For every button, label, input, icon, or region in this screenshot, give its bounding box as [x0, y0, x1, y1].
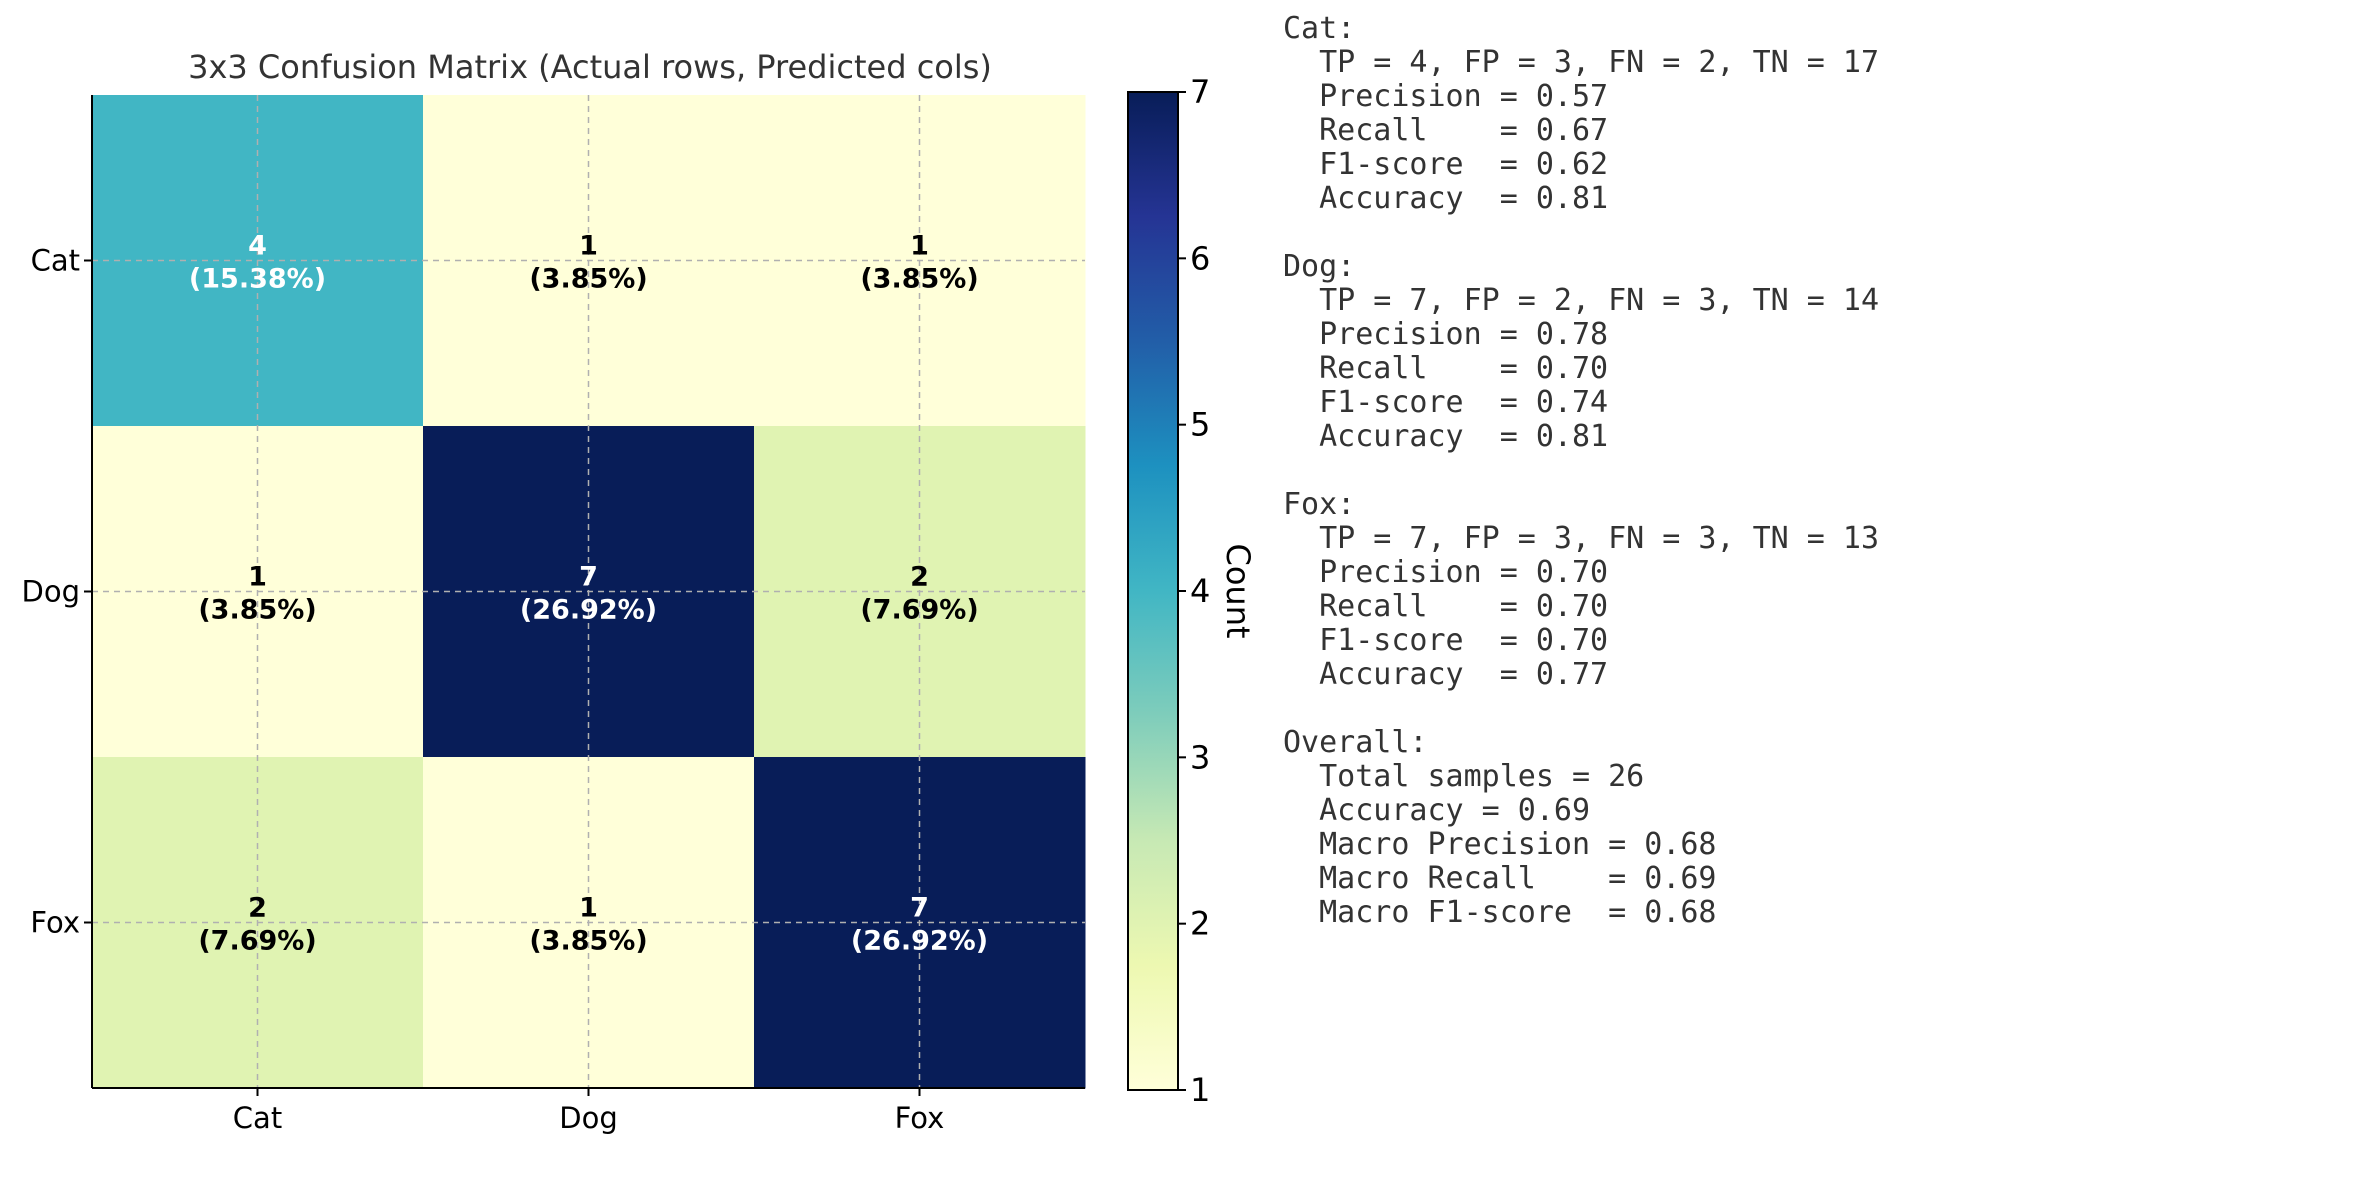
cell-count-label: 2: [910, 562, 929, 593]
cell-count-label: 1: [248, 562, 267, 593]
metrics-line: F1-score = 0.74: [1283, 385, 1609, 420]
metrics-line: F1-score = 0.62: [1283, 147, 1609, 182]
metrics-line: Dog:: [1283, 249, 1356, 284]
cell-percent-label: (7.69%): [860, 595, 978, 626]
metrics-line: [1283, 692, 1879, 726]
cell-percent-label: (3.85%): [529, 926, 647, 957]
metrics-line: TP = 7, FP = 2, FN = 3, TN = 14: [1283, 283, 1880, 318]
metrics-line: Recall = 0.67: [1283, 113, 1609, 148]
cell-percent-label: (26.92%): [520, 595, 657, 626]
cell-percent-label: (3.85%): [529, 264, 647, 295]
metrics-line: Precision = 0.57: [1283, 79, 1609, 114]
cell-percent-label: (3.85%): [860, 264, 978, 295]
y-tick-label-dog: Dog: [22, 575, 80, 609]
y-tick-label-fox: Fox: [30, 906, 80, 940]
colorbar-label: Count: [1219, 543, 1257, 638]
cell-count-label: 1: [579, 231, 598, 262]
metrics-line: Precision = 0.70: [1283, 555, 1609, 590]
metrics-line: Recall = 0.70: [1283, 589, 1609, 624]
colorbar-gradient: [1127, 91, 1179, 1091]
cell-count-label: 1: [579, 893, 598, 924]
metrics-line: Macro F1-score = 0.68: [1283, 895, 1717, 930]
colorbar-tick-label: 5: [1190, 406, 1210, 444]
cell-count-label: 7: [579, 562, 598, 593]
chart-title: 3x3 Confusion Matrix (Actual rows, Predi…: [188, 48, 992, 86]
colorbar-tick-label: 1: [1190, 1071, 1210, 1109]
cell-count-label: 4: [248, 231, 267, 262]
cell-count-label: 7: [910, 893, 929, 924]
cell-count-label: 2: [248, 893, 267, 924]
y-tick-label-cat: Cat: [31, 244, 80, 278]
metrics-line: Total samples = 26: [1283, 759, 1645, 794]
colorbar: 1 2 3 4 5 6 7 Count: [1127, 73, 1257, 1109]
cell-percent-label: (26.92%): [851, 926, 988, 957]
x-tick-label-cat: Cat: [233, 1101, 282, 1135]
metrics-line: Macro Precision = 0.68: [1283, 827, 1717, 862]
colorbar-tick-label: 3: [1190, 738, 1210, 776]
metrics-panel: Cat: TP = 4, FP = 3, FN = 2, TN = 17 Pre…: [1283, 12, 1879, 930]
cell-percent-label: (3.85%): [198, 595, 316, 626]
x-tick-label-fox: Fox: [895, 1101, 945, 1135]
metrics-line: Accuracy = 0.81: [1283, 181, 1609, 216]
metrics-line: Cat:: [1283, 11, 1356, 46]
metrics-line: Accuracy = 0.69: [1283, 793, 1591, 828]
cell-percent-label: (15.38%): [189, 264, 326, 295]
cell-percent-label: (7.69%): [198, 926, 316, 957]
heatmap-axes: Cat Dog Fox Cat Dog Fox: [22, 95, 1085, 1135]
metrics-line: Precision = 0.78: [1283, 317, 1609, 352]
metrics-line: TP = 7, FP = 3, FN = 3, TN = 13: [1283, 521, 1880, 556]
colorbar-tick-label: 6: [1190, 239, 1210, 277]
metrics-line: TP = 4, FP = 3, FN = 2, TN = 17: [1283, 45, 1880, 80]
colorbar-tick-label: 4: [1190, 572, 1210, 610]
metrics-line: Recall = 0.70: [1283, 351, 1609, 386]
metrics-line: Fox:: [1283, 487, 1356, 522]
heatmap-annotations: 4(15.38%)1(3.85%)1(3.85%)1(3.85%)7(26.92…: [189, 231, 988, 957]
colorbar-tick-label: 2: [1190, 905, 1210, 943]
metrics-line: [1283, 216, 1879, 250]
metrics-line: F1-score = 0.70: [1283, 623, 1609, 658]
metrics-line: Macro Recall = 0.69: [1283, 861, 1717, 896]
colorbar-tick-label: 7: [1190, 73, 1210, 111]
x-tick-label-dog: Dog: [559, 1101, 617, 1135]
metrics-line: Accuracy = 0.77: [1283, 657, 1609, 692]
metrics-line: [1283, 454, 1879, 488]
metrics-line: Accuracy = 0.81: [1283, 419, 1609, 454]
heatmap-grid: [92, 95, 1085, 1088]
cell-count-label: 1: [910, 231, 929, 262]
metrics-line: Overall:: [1283, 725, 1428, 760]
